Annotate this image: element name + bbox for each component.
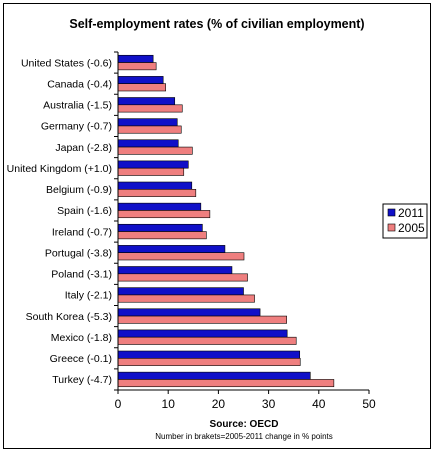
bar-2011-11 — [117, 287, 244, 296]
bar-2011-12 — [117, 308, 261, 317]
bar-2011-10 — [117, 266, 233, 275]
category-labels: United States (-0.6) Canada (-0.4) Austral… — [7, 57, 112, 386]
category-label: Mexico (-1.8) — [51, 332, 112, 344]
bar-2011-8 — [117, 223, 203, 232]
category-label: Greece (-0.1) — [50, 353, 112, 365]
category-label: Belgium (-0.9) — [46, 184, 112, 196]
axes: 0 10 20 30 40 50 — [114, 51, 376, 411]
category-label: United States (-0.6) — [21, 57, 112, 69]
category-label: Japan (-2.8) — [55, 142, 112, 154]
legend-label-2005: 2005 — [398, 221, 425, 235]
bar-2011-13 — [117, 329, 288, 338]
bar-2005-14 — [117, 358, 301, 366]
bar-2005-2 — [117, 104, 183, 113]
legend-swatch-2005 — [387, 223, 396, 232]
bar-2005-7 — [117, 210, 211, 219]
bar-2011-14 — [117, 350, 301, 359]
x-tick-label: 50 — [362, 397, 376, 411]
category-label: Spain (-1.6) — [57, 205, 112, 217]
x-tick-label: 30 — [262, 397, 276, 411]
bar-2005-15 — [117, 379, 335, 388]
bar-2005-3 — [117, 125, 182, 134]
bar-2005-4 — [117, 146, 193, 155]
bar-2011-4 — [117, 139, 179, 148]
bar-2005-9 — [117, 252, 245, 261]
bar-2011-7 — [117, 202, 202, 211]
bar-2005-13 — [117, 336, 297, 345]
bar-2005-11 — [117, 294, 255, 303]
category-label: Turkey (-4.7) — [52, 374, 112, 386]
bar-2005-10 — [117, 273, 248, 282]
bar-2011-2 — [117, 97, 176, 106]
legend-swatch-2011 — [387, 208, 396, 217]
category-label: Ireland (-0.7) — [52, 226, 112, 238]
bar-2005-5 — [117, 167, 185, 176]
bar-2011-0 — [117, 54, 154, 63]
bar-2005-8 — [117, 231, 207, 240]
chart-title: Self-employment rates (% of civilian emp… — [69, 17, 364, 31]
x-tick-label: 0 — [115, 397, 122, 411]
source-label: Source: OECD — [210, 419, 279, 430]
x-tick-label: 40 — [312, 397, 326, 411]
bar-2011-15 — [117, 371, 311, 380]
bar-2005-12 — [117, 315, 287, 324]
category-label: Italy (-2.1) — [65, 290, 112, 302]
bar-2005-6 — [117, 189, 197, 197]
category-label: Portugal (-3.8) — [45, 247, 112, 259]
category-label: Germany (-0.7) — [41, 121, 112, 133]
bar-2011-3 — [117, 118, 178, 127]
category-label: Canada (-0.4) — [47, 78, 112, 90]
category-label: South Korea (-5.3) — [26, 311, 112, 323]
footnote: Number in brakets=2005-2011 change in % … — [155, 432, 333, 441]
x-tick-label: 10 — [162, 397, 176, 411]
category-label: Australia (-1.5) — [43, 100, 112, 112]
x-tick-label: 20 — [212, 397, 226, 411]
bar-2005-0 — [117, 62, 157, 71]
bar-2011-9 — [117, 245, 226, 253]
category-label: Poland (-3.1) — [51, 269, 112, 281]
bar-2011-5 — [117, 160, 189, 169]
bar-2011-1 — [117, 76, 164, 84]
category-label: United Kingdom (+1.0) — [7, 163, 112, 175]
bar-2005-1 — [117, 83, 166, 92]
bar-2011-6 — [117, 181, 193, 190]
legend-label-2011: 2011 — [398, 206, 424, 220]
